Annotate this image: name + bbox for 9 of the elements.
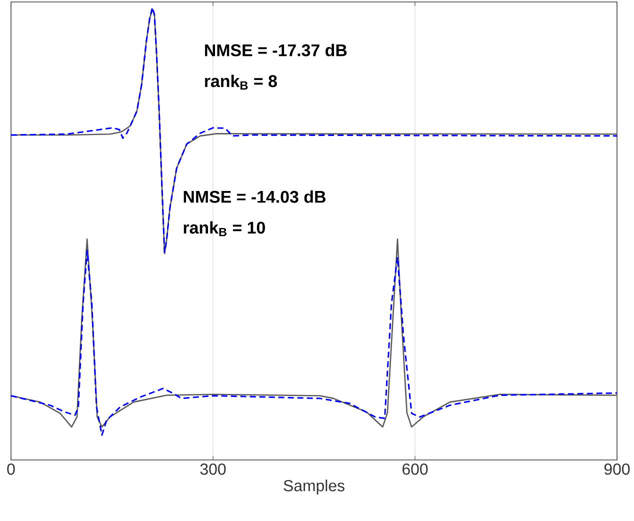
x-tick-label: 900 — [604, 464, 630, 475]
x-tick-label: 0 — [7, 464, 15, 475]
annotation: NMSE = -17.37 dB — [205, 44, 347, 56]
annotation: rank$_{B}$ = 10 — [184, 221, 265, 236]
x-tick-label: 300 — [200, 464, 226, 475]
annotation: NMSE = -14.03 dB — [184, 190, 326, 203]
x-axis-title: Samples — [284, 480, 344, 494]
x-tick-label: 600 — [402, 464, 428, 475]
annotation: rank$_{B}$ = 8 — [205, 74, 277, 90]
